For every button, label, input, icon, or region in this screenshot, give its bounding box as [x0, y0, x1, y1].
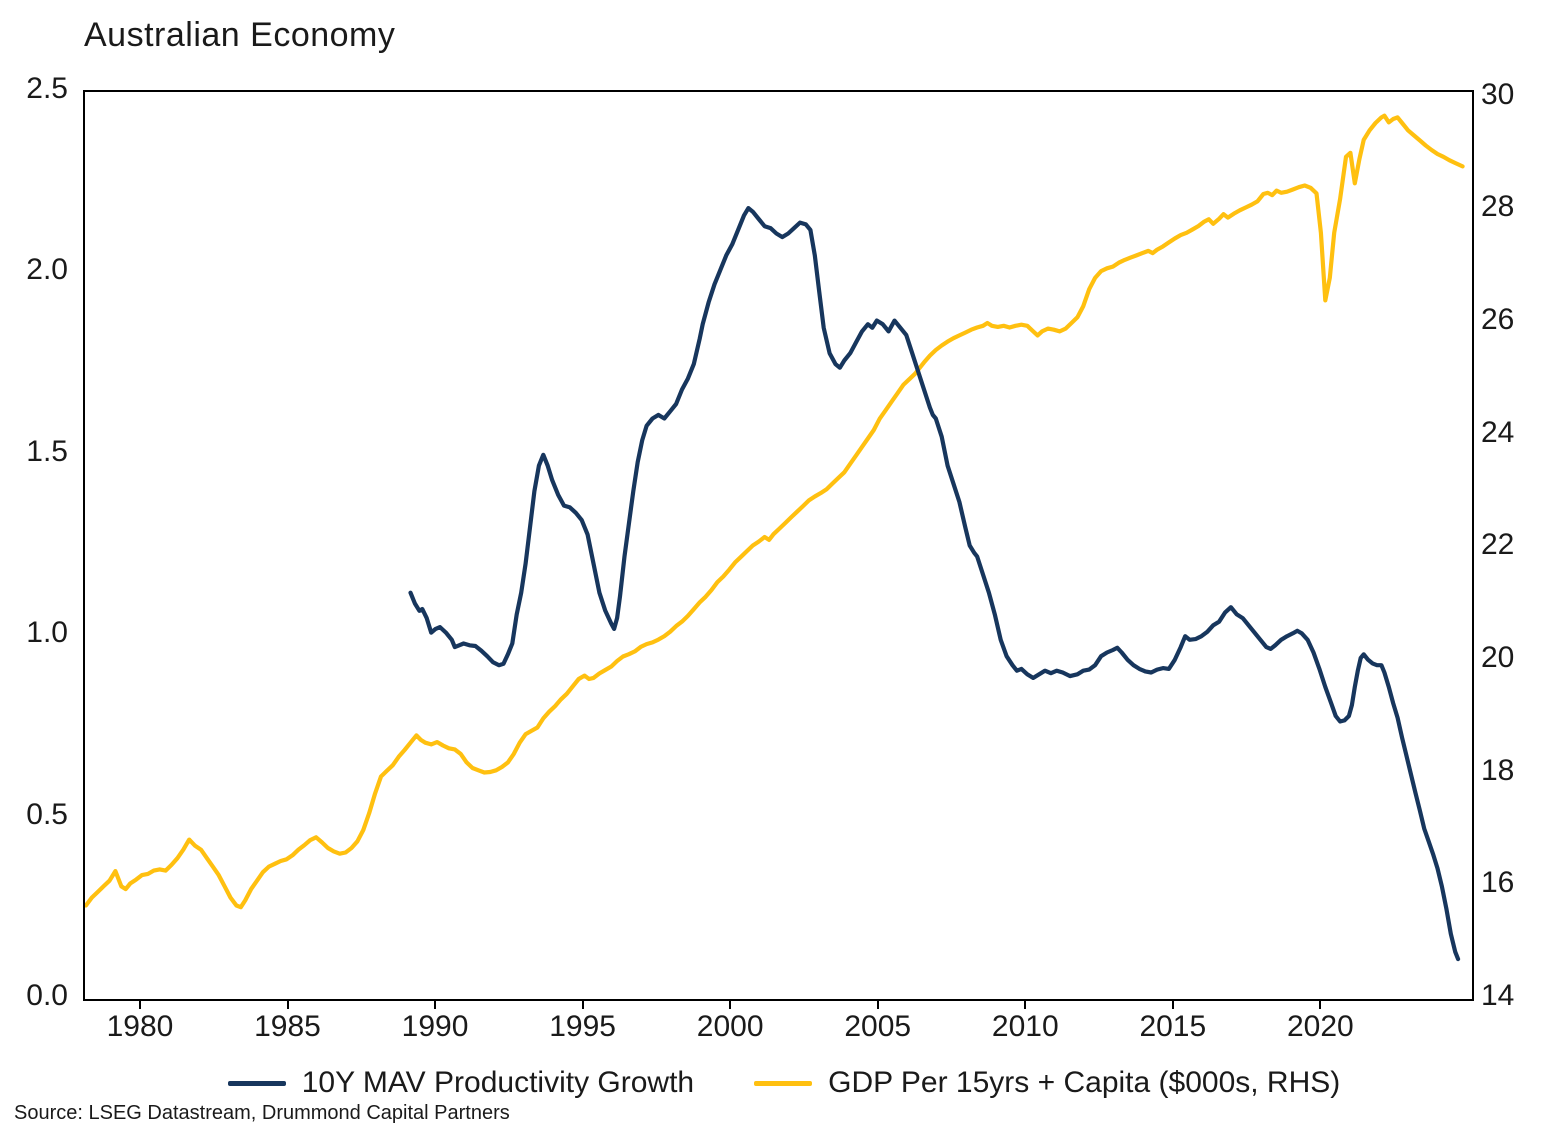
left-axis-label-2.0: 2.0 — [26, 253, 68, 287]
legend-label: 10Y MAV Productivity Growth — [301, 1066, 695, 1099]
x-tick-mark-1980 — [138, 999, 141, 1009]
x-tick-mark-2015 — [1171, 999, 1174, 1009]
chart-legend: 10Y MAV Productivity Growth GDP Per 15yrs… — [0, 1066, 1568, 1100]
x-axis-label-1995: 1995 — [549, 1010, 616, 1043]
x-axis-label-1980: 1980 — [106, 1010, 174, 1043]
right-axis-label-20: 20 — [1481, 640, 1515, 674]
right-axis-label-24: 24 — [1481, 415, 1515, 449]
right-axis-label-26: 26 — [1481, 302, 1515, 336]
x-tick-mark-2020 — [1319, 999, 1322, 1009]
left-axis-label-2.5: 2.5 — [26, 72, 68, 105]
x-axis-label-2015: 2015 — [1139, 1010, 1207, 1043]
legend-label: GDP Per 15yrs + Capita ($000s, RHS) — [828, 1066, 1341, 1099]
x-axis-label-2010: 2010 — [991, 1010, 1059, 1043]
x-tick-mark-1995 — [581, 999, 584, 1009]
source-note: Source: LSEG Datastream, Drummond Capita… — [14, 1102, 510, 1124]
x-axis-label-1990: 1990 — [401, 1010, 469, 1043]
x-axis-label-2005: 2005 — [844, 1010, 912, 1043]
right-axis-label-14: 14 — [1481, 979, 1515, 1012]
right-axis-label-18: 18 — [1481, 753, 1515, 787]
legend-item: 10Y MAV Productivity Growth — [227, 1066, 695, 1100]
right-axis-label-30: 30 — [1481, 77, 1515, 111]
x-axis-label-2020: 2020 — [1287, 1010, 1354, 1043]
x-tick-mark-2000 — [729, 999, 732, 1009]
x-tick-mark-1990 — [434, 999, 437, 1009]
chart-title: Australian Economy — [84, 16, 396, 54]
legend-line-swatch — [227, 1080, 286, 1086]
right-axis-label-16: 16 — [1481, 866, 1515, 900]
right-axis-label-28: 28 — [1481, 190, 1515, 224]
legend-line-swatch — [754, 1080, 813, 1086]
left-axis-label-0.5: 0.5 — [26, 797, 68, 831]
left-axis-label-1.0: 1.0 — [26, 616, 68, 650]
x-tick-mark-1985 — [286, 999, 289, 1009]
left-axis-label-1.5: 1.5 — [26, 434, 68, 468]
line-chart — [85, 113, 1465, 962]
left-axis-label-0.0: 0.0 — [26, 979, 68, 1012]
plot-area — [83, 90, 1474, 1001]
x-axis-label-1985: 1985 — [254, 1010, 321, 1043]
series-line-gdp — [85, 113, 1465, 910]
right-axis-label-22: 22 — [1481, 528, 1515, 562]
x-axis-label-2000: 2000 — [696, 1010, 764, 1043]
legend-item: GDP Per 15yrs + Capita ($000s, RHS) — [754, 1066, 1340, 1100]
series-line-productivity — [408, 205, 1461, 962]
x-tick-mark-2010 — [1024, 999, 1027, 1009]
x-tick-mark-2005 — [876, 999, 879, 1009]
